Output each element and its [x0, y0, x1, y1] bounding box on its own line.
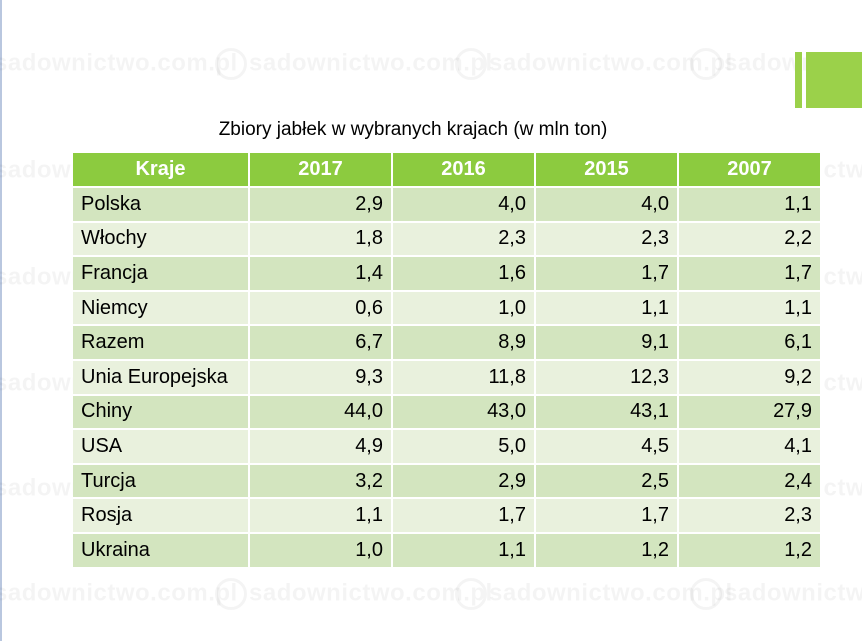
accent-bar-thin [795, 52, 802, 108]
country-cell: Chiny [73, 393, 250, 430]
country-cell: USA [73, 428, 250, 464]
table-row: Włochy 1,8 2,3 2,3 2,2 [73, 220, 822, 257]
watermark: sadownictwo.com.pl [690, 578, 862, 610]
apple-logo-icon [455, 48, 487, 80]
value-cell: 4,0 [392, 186, 536, 222]
watermark: sadownictwo.com.pl [455, 578, 733, 610]
table-row: Rosja 1,1 1,7 1,7 2,3 [73, 497, 822, 533]
country-cell: Ukraina [73, 531, 250, 567]
value-cell: 1,7 [535, 255, 679, 291]
column-header: Kraje [73, 153, 250, 187]
value-cell: 3,2 [249, 462, 393, 499]
value-cell: 1,1 [249, 497, 393, 533]
table-row: Chiny 44,0 43,0 43,1 27,9 [73, 393, 822, 430]
column-header: 2007 [678, 153, 822, 187]
watermark: sadownictwo.com.pl [215, 578, 493, 610]
table-row: Polska 2,9 4,0 4,0 1,1 [73, 186, 822, 222]
column-header: 2017 [249, 153, 393, 187]
apple-logo-icon [215, 578, 247, 610]
watermark: sadownictwo.com.pl [0, 48, 238, 80]
table-row: Razem 6,7 8,9 9,1 6,1 [73, 324, 822, 360]
value-cell: 1,2 [678, 531, 822, 567]
accent-bar-wide [806, 52, 862, 108]
value-cell: 11,8 [392, 358, 536, 395]
table-row: Niemcy 0,6 1,0 1,1 1,1 [73, 289, 822, 326]
value-cell: 6,1 [678, 324, 822, 360]
value-cell: 2,3 [392, 220, 536, 257]
value-cell: 1,7 [678, 255, 822, 291]
value-cell: 2,3 [678, 497, 822, 533]
value-cell: 2,3 [535, 220, 679, 257]
value-cell: 1,7 [535, 497, 679, 533]
apple-logo-icon [455, 578, 487, 610]
value-cell: 44,0 [249, 393, 393, 430]
value-cell: 2,9 [392, 462, 536, 499]
value-cell: 9,2 [678, 358, 822, 395]
table-row: Ukraina 1,0 1,1 1,2 1,2 [73, 531, 822, 567]
value-cell: 1,2 [535, 531, 679, 567]
value-cell: 1,1 [678, 289, 822, 326]
value-cell: 2,9 [249, 186, 393, 222]
value-cell: 27,9 [678, 393, 822, 430]
value-cell: 8,9 [392, 324, 536, 360]
value-cell: 1,7 [392, 497, 536, 533]
value-cell: 4,1 [678, 428, 822, 464]
value-cell: 0,6 [249, 289, 393, 326]
value-cell: 4,9 [249, 428, 393, 464]
value-cell: 1,0 [249, 531, 393, 567]
country-cell: Razem [73, 324, 250, 360]
apple-logo-icon [690, 48, 722, 80]
column-header: 2016 [392, 153, 536, 187]
country-cell: Unia Europejska [73, 358, 250, 395]
watermark: sadownictwo.com.pl [455, 48, 733, 80]
value-cell: 4,5 [535, 428, 679, 464]
country-cell: Rosja [73, 497, 250, 533]
apple-logo-icon [215, 48, 247, 80]
value-cell: 6,7 [249, 324, 393, 360]
value-cell: 2,4 [678, 462, 822, 499]
table-row: Unia Europejska 9,3 11,8 12,3 9,2 [73, 358, 822, 395]
country-cell: Włochy [73, 220, 250, 257]
apple-logo-icon [690, 578, 722, 610]
value-cell: 12,3 [535, 358, 679, 395]
country-cell: Francja [73, 255, 250, 291]
slide-left-border [0, 0, 2, 641]
table-title: Zbiory jabłek w wybranych krajach (w mln… [218, 119, 608, 140]
value-cell: 1,1 [535, 289, 679, 326]
harvest-table: Kraje 2017 2016 2015 2007 Polska 2,9 4,0… [73, 153, 822, 567]
table-header-row: Kraje 2017 2016 2015 2007 [73, 153, 822, 187]
value-cell: 9,1 [535, 324, 679, 360]
column-header: 2015 [535, 153, 679, 187]
table-row: USA 4,9 5,0 4,5 4,1 [73, 428, 822, 464]
value-cell: 1,8 [249, 220, 393, 257]
value-cell: 5,0 [392, 428, 536, 464]
watermark: sadownictwo.com.pl [215, 48, 493, 80]
value-cell: 43,0 [392, 393, 536, 430]
value-cell: 4,0 [535, 186, 679, 222]
country-cell: Niemcy [73, 289, 250, 326]
watermark: sadownictwo.com.pl [0, 578, 238, 610]
table-row: Francja 1,4 1,6 1,7 1,7 [73, 255, 822, 291]
value-cell: 43,1 [535, 393, 679, 430]
country-cell: Polska [73, 186, 250, 222]
value-cell: 1,6 [392, 255, 536, 291]
value-cell: 2,5 [535, 462, 679, 499]
table-row: Turcja 3,2 2,9 2,5 2,4 [73, 462, 822, 499]
value-cell: 1,1 [678, 186, 822, 222]
value-cell: 1,4 [249, 255, 393, 291]
value-cell: 9,3 [249, 358, 393, 395]
value-cell: 1,1 [392, 531, 536, 567]
country-cell: Turcja [73, 462, 250, 499]
value-cell: 2,2 [678, 220, 822, 257]
value-cell: 1,0 [392, 289, 536, 326]
